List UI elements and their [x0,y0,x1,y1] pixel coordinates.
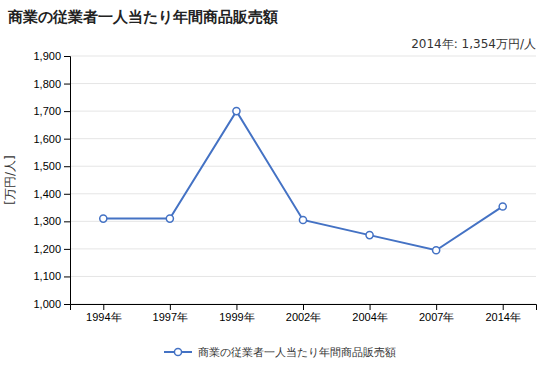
annotation: 2014年: 1,354万円/人 [411,37,536,51]
y-tick: 1,400 [33,188,70,200]
y-tick: 1,300 [33,215,70,227]
tick-label: 1,300 [33,215,61,227]
tick-label: 2004年 [352,311,387,323]
tick-label: 2014年 [485,311,520,323]
y-axis-label: [万円/人] [3,155,17,204]
x-axis: 1994年 1997年 1999年 2002年 2004年 2007年 2014年 [71,304,537,323]
grid-line [70,56,536,57]
y-tick: 1,100 [33,270,70,282]
marker [433,247,440,254]
tick-mark [236,304,237,310]
tick-label: 1,400 [33,188,61,200]
marker [299,216,306,223]
tick-mark [64,276,70,277]
legend-marker [174,348,181,355]
tick-mark [436,304,437,310]
tick-label: 1999年 [219,311,254,323]
y-axis: 1,000 1,100 1,200 1,300 1,400 1,500 1,600 1,700… [33,50,70,310]
tick-label: 1,500 [33,160,61,172]
tick-label: 1,900 [33,50,61,62]
tick-label: 1,700 [33,105,61,117]
axis-line [64,57,71,305]
tick-label: 2007年 [419,311,454,323]
grid-line [70,166,536,167]
marks [100,108,507,254]
grid-line [70,248,536,249]
x-tick: 1994年 [86,304,121,323]
tick-mark [64,304,70,305]
grid-line [70,276,536,277]
y-tick: 1,200 [33,243,70,255]
tick-mark [170,304,171,310]
grid-line [70,83,536,84]
x-tick: 2004年 [352,304,387,323]
marker [499,203,506,210]
legend: 商業の従業者一人当たり年間商品販売額 [164,346,396,359]
tick-label: 2002年 [286,311,321,323]
y-tick: 1,700 [33,105,70,117]
y-tick: 1,800 [33,78,70,90]
tick-mark [370,304,371,310]
y-tick: 1,600 [33,133,70,145]
grid [70,56,536,304]
marker [233,108,240,115]
tick-mark [64,249,70,250]
tick-mark [303,304,304,310]
x-tick: 1999年 [219,304,254,323]
x-tick: 2014年 [485,304,520,323]
legend-label: 商業の従業者一人当たり年間商品販売額 [198,346,396,359]
tick-mark [103,304,104,310]
tick-label: 1994年 [86,311,121,323]
line [103,111,502,250]
marker [100,215,107,222]
title: 商業の従業者一人当たり年間商品販売額 [7,8,278,26]
legend-item: 商業の従業者一人当たり年間商品販売額 [164,346,396,359]
x-tick: 2007年 [419,304,454,323]
plot: 2014年: 1,354万円/人 1,000 1,100 1,200 1,300 1,40… [3,37,537,323]
tick-label: 1,600 [33,133,61,145]
tick-mark [64,139,70,140]
tick-label: 1,100 [33,270,61,282]
y-tick: 1,500 [33,160,70,172]
tick-mark [503,304,504,310]
tick-label: 1997年 [153,311,188,323]
marker [166,215,173,222]
tick-label: 1,200 [33,243,61,255]
tick-mark [64,111,70,112]
tick-label: 1,000 [33,298,61,310]
y-tick: 1,900 [33,50,70,62]
grid-line [70,193,536,194]
y-tick: 1,000 [33,298,70,310]
tick-label: 1,800 [33,78,61,90]
tick-mark [64,84,70,85]
tick-mark [64,221,70,222]
tick-mark [64,56,70,57]
axis-line [71,305,537,311]
tick-mark [64,166,70,167]
marker [366,232,373,239]
x-tick: 1997年 [153,304,188,323]
grid-line [70,138,536,139]
tick-mark [64,194,70,195]
grid-line [70,111,536,112]
x-tick: 2002年 [286,304,321,323]
chart: 商業の従業者一人当たり年間商品販売額2014年: 1,354万円/人1,0001… [0,0,560,366]
